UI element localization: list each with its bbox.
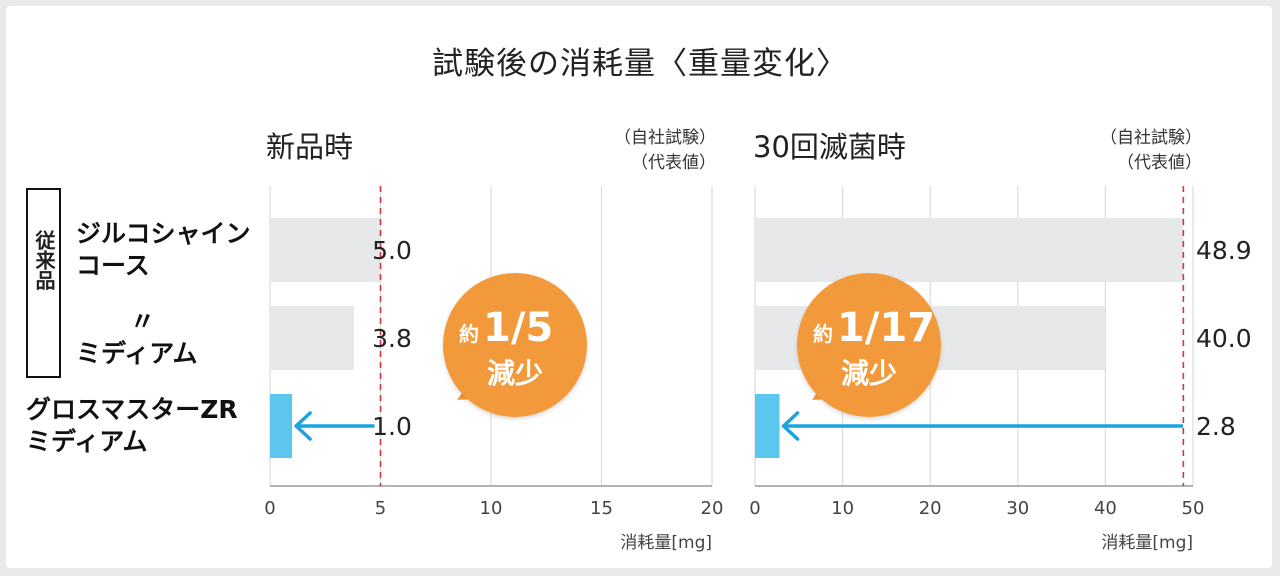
- x-tick-label: 20: [919, 498, 942, 519]
- note-line-2: （代表値）: [1117, 153, 1202, 173]
- value-label: 2.8: [1196, 412, 1236, 441]
- x-tick-label: 15: [590, 498, 613, 519]
- row-label-line: ミディアム: [26, 427, 148, 456]
- bar-new-product: [755, 394, 780, 458]
- callout-ratio: 1/17: [837, 305, 935, 351]
- row-label-zircoshine-medium: 〃 ミディアム: [76, 306, 198, 370]
- row-label-line: ジルコシャイン: [76, 219, 251, 248]
- row-label-line: ミディアム: [76, 339, 198, 368]
- bar-conventional: [270, 218, 381, 282]
- x-axis-unit-label: 消耗量[mg]: [1101, 533, 1193, 553]
- x-tick-label: 20: [701, 498, 724, 519]
- x-tick-label: 50: [1182, 498, 1205, 519]
- callout-suffix: 減少: [841, 357, 897, 390]
- chart-title: 試験後の消耗量〈重量変化〉: [432, 46, 848, 82]
- note-line-1: （自社試験）: [1100, 128, 1202, 148]
- panel-title-sterilized: 30回滅菌時: [753, 130, 906, 164]
- note-line-2: （代表値）: [631, 153, 716, 173]
- panel-note-new: （自社試験） （代表値）: [590, 126, 716, 176]
- x-tick-label: 30: [1006, 498, 1029, 519]
- x-tick-label: 0: [749, 498, 760, 519]
- callout-bubble: [443, 273, 587, 417]
- panel-note-sterilized: （自社試験） （代表値）: [1076, 126, 1202, 176]
- value-label: 48.9: [1196, 236, 1252, 265]
- x-tick-label: 0: [264, 498, 275, 519]
- value-label: 40.0: [1196, 324, 1252, 353]
- chart-frame: [6, 6, 1272, 568]
- callout-suffix: 減少: [487, 357, 543, 390]
- value-label: 3.8: [372, 324, 412, 353]
- x-tick-label: 40: [1094, 498, 1117, 519]
- row-label-line: グロスマスターZR: [26, 395, 238, 424]
- callout-prefix: 約: [813, 322, 833, 346]
- callout-ratio: 1/5: [483, 305, 553, 351]
- bar-conventional: [270, 306, 354, 370]
- conventional-badge: 従来品: [26, 188, 61, 378]
- x-tick-label: 10: [831, 498, 854, 519]
- value-label: 1.0: [372, 412, 412, 441]
- row-label-glossmaster-medium: グロスマスターZR ミディアム: [26, 394, 238, 458]
- ditto-mark: 〃: [130, 307, 156, 336]
- row-label-zircoshine-coarse: ジルコシャイン コース: [76, 218, 251, 282]
- callout-bubble: [797, 273, 941, 417]
- value-label: 5.0: [372, 236, 412, 265]
- reduction-arrow-head: [294, 411, 312, 441]
- bar-conventional: [755, 218, 1184, 282]
- row-label-line: コース: [76, 251, 150, 280]
- conventional-badge-text: 従来品: [32, 230, 56, 290]
- note-line-1: （自社試験）: [614, 128, 716, 148]
- callout-prefix: 約: [459, 322, 479, 346]
- bar-new-product: [270, 394, 293, 458]
- x-tick-label: 10: [480, 498, 503, 519]
- x-tick-label: 5: [375, 498, 386, 519]
- panel-title-new: 新品時: [266, 130, 354, 164]
- reduction-arrow-head: [781, 411, 800, 441]
- x-axis-unit-label: 消耗量[mg]: [620, 533, 712, 553]
